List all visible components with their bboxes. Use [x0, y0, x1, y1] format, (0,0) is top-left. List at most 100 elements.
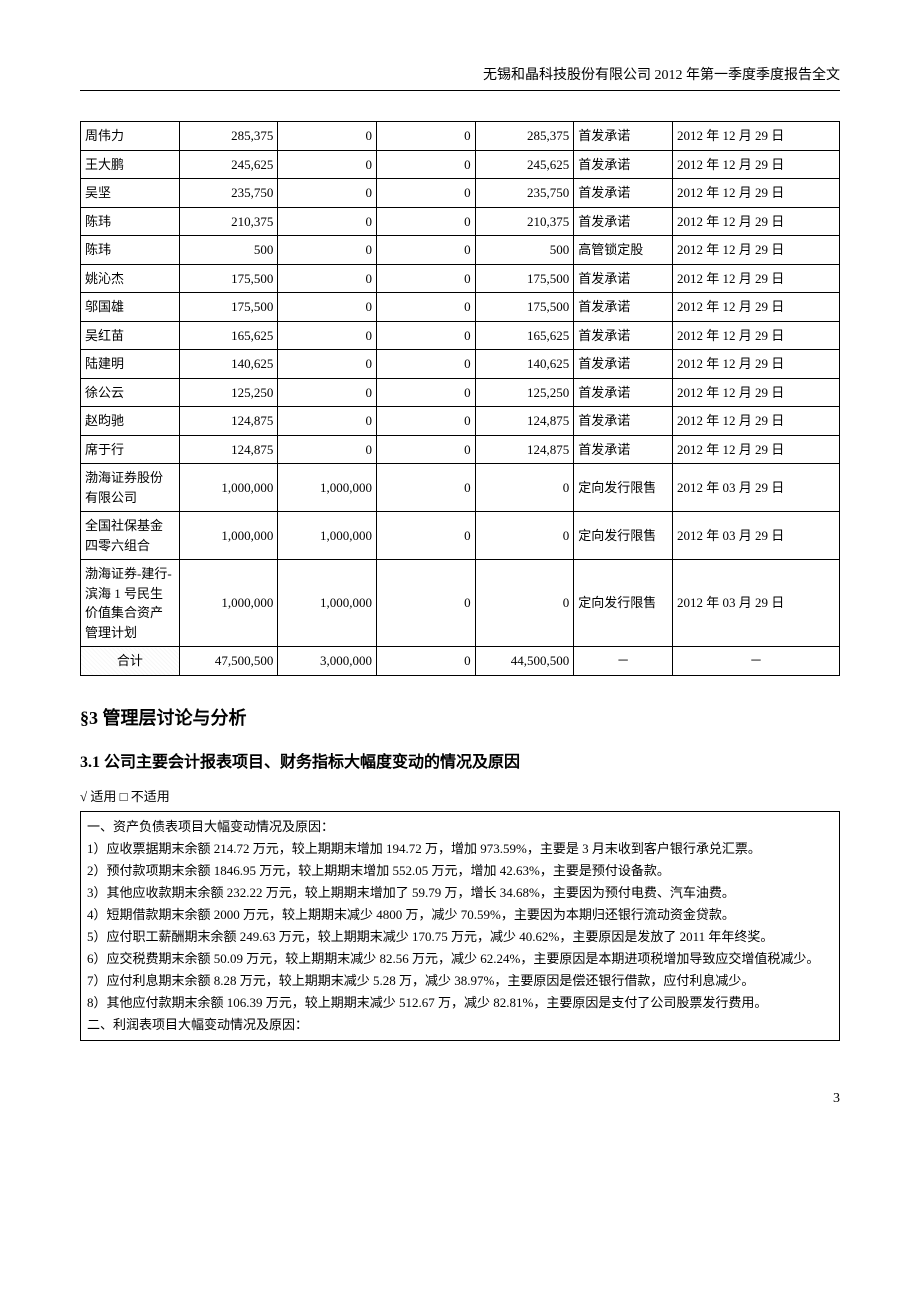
cell-c1: 285,375 [179, 122, 278, 151]
cell-c2: 0 [278, 122, 377, 151]
cell-c2: 1,000,000 [278, 464, 377, 512]
cell-c4: 245,625 [475, 150, 574, 179]
cell-c4: 235,750 [475, 179, 574, 208]
cell-c3: 0 [376, 350, 475, 379]
cell-c4: 500 [475, 236, 574, 265]
cell-c4: 0 [475, 512, 574, 560]
analysis-line: 二、利润表项目大幅变动情况及原因： [87, 1014, 833, 1036]
cell-c4: 0 [475, 560, 574, 647]
cell-name: 陆建明 [81, 350, 180, 379]
table-row: 陈玮210,37500210,375首发承诺2012 年 12 月 29 日 [81, 207, 840, 236]
table-row: 渤海证券-建行-滨海 1 号民生价值集合资产管理计划1,000,0001,000… [81, 560, 840, 647]
cell-c4: 285,375 [475, 122, 574, 151]
cell-c2: 0 [278, 207, 377, 236]
cell-c1: 500 [179, 236, 278, 265]
cell-c3: 0 [376, 264, 475, 293]
cell-c2: 0 [278, 321, 377, 350]
cell-c3: 0 [376, 122, 475, 151]
cell-c3: 0 [376, 179, 475, 208]
cell-c2: 0 [278, 236, 377, 265]
cell-c3: 0 [376, 207, 475, 236]
cell-date: 2012 年 12 月 29 日 [672, 378, 839, 407]
cell-type: 首发承诺 [574, 207, 673, 236]
cell-name: 席于行 [81, 435, 180, 464]
cell-date: 2012 年 12 月 29 日 [672, 435, 839, 464]
cell-type: 首发承诺 [574, 293, 673, 322]
table-row: 渤海证券股份有限公司1,000,0001,000,00000定向发行限售2012… [81, 464, 840, 512]
cell-c1: 235,750 [179, 179, 278, 208]
cell-c3: 0 [376, 321, 475, 350]
cell-c4: 165,625 [475, 321, 574, 350]
cell-c3: 0 [376, 435, 475, 464]
cell-c3: 0 [376, 293, 475, 322]
cell-c2: 0 [278, 435, 377, 464]
cell-c3: 0 [376, 464, 475, 512]
cell-date: 2012 年 12 月 29 日 [672, 407, 839, 436]
cell-date: 2012 年 12 月 29 日 [672, 236, 839, 265]
cell-c1: 245,625 [179, 150, 278, 179]
cell-total-c2: 3,000,000 [278, 647, 377, 676]
cell-c1: 1,000,000 [179, 464, 278, 512]
cell-c1: 124,875 [179, 435, 278, 464]
cell-c2: 0 [278, 350, 377, 379]
cell-name: 全国社保基金四零六组合 [81, 512, 180, 560]
cell-name: 渤海证券-建行-滨海 1 号民生价值集合资产管理计划 [81, 560, 180, 647]
cell-name: 周伟力 [81, 122, 180, 151]
analysis-line: 8）其他应付款期末余额 106.39 万元，较上期期末减少 512.67 万，减… [87, 992, 833, 1014]
cell-date: 2012 年 03 月 29 日 [672, 512, 839, 560]
cell-type: 首发承诺 [574, 122, 673, 151]
cell-type: 首发承诺 [574, 378, 673, 407]
table-row: 姚沁杰175,50000175,500首发承诺2012 年 12 月 29 日 [81, 264, 840, 293]
cell-c2: 0 [278, 264, 377, 293]
cell-c2: 0 [278, 150, 377, 179]
cell-name: 吴坚 [81, 179, 180, 208]
analysis-line: 2）预付款项期末余额 1846.95 万元，较上期期末增加 552.05 万元，… [87, 860, 833, 882]
cell-type: 首发承诺 [574, 179, 673, 208]
analysis-line: 3）其他应收款期末余额 232.22 万元，较上期期末增加了 59.79 万，增… [87, 882, 833, 904]
cell-c4: 125,250 [475, 378, 574, 407]
cell-date: 2012 年 12 月 29 日 [672, 321, 839, 350]
cell-c4: 175,500 [475, 293, 574, 322]
table-row: 吴坚235,75000235,750首发承诺2012 年 12 月 29 日 [81, 179, 840, 208]
cell-c2: 0 [278, 407, 377, 436]
cell-c3: 0 [376, 150, 475, 179]
analysis-line: 6）应交税费期末余额 50.09 万元，较上期期末减少 82.56 万元，减少 … [87, 948, 833, 970]
analysis-line: 5）应付职工薪酬期末余额 249.63 万元，较上期期末减少 170.75 万元… [87, 926, 833, 948]
cell-total-c3: 0 [376, 647, 475, 676]
cell-c4: 124,875 [475, 407, 574, 436]
cell-name: 陈玮 [81, 207, 180, 236]
page-header: 无锡和晶科技股份有限公司 2012 年第一季度季度报告全文 [80, 64, 840, 91]
table-total-row: 合计47,500,5003,000,000044,500,500－－ [81, 647, 840, 676]
table-row: 赵昀驰124,87500124,875首发承诺2012 年 12 月 29 日 [81, 407, 840, 436]
cell-type: 首发承诺 [574, 321, 673, 350]
analysis-text-box: 一、资产负债表项目大幅变动情况及原因：1）应收票据期末余额 214.72 万元，… [80, 811, 840, 1042]
cell-c1: 125,250 [179, 378, 278, 407]
table-row: 陆建明140,62500140,625首发承诺2012 年 12 月 29 日 [81, 350, 840, 379]
cell-name: 徐公云 [81, 378, 180, 407]
cell-type: 首发承诺 [574, 264, 673, 293]
cell-c1: 210,375 [179, 207, 278, 236]
cell-name: 吴红苗 [81, 321, 180, 350]
cell-total-type: － [574, 647, 673, 676]
cell-type: 定向发行限售 [574, 464, 673, 512]
table-row: 吴红苗165,62500165,625首发承诺2012 年 12 月 29 日 [81, 321, 840, 350]
table-row: 徐公云125,25000125,250首发承诺2012 年 12 月 29 日 [81, 378, 840, 407]
cell-c1: 124,875 [179, 407, 278, 436]
cell-date: 2012 年 03 月 29 日 [672, 560, 839, 647]
table-row: 邬国雄175,50000175,500首发承诺2012 年 12 月 29 日 [81, 293, 840, 322]
table-row: 周伟力285,37500285,375首发承诺2012 年 12 月 29 日 [81, 122, 840, 151]
cell-date: 2012 年 12 月 29 日 [672, 122, 839, 151]
analysis-line: 1）应收票据期末余额 214.72 万元，较上期期末增加 194.72 万，增加… [87, 838, 833, 860]
cell-date: 2012 年 12 月 29 日 [672, 293, 839, 322]
cell-c4: 210,375 [475, 207, 574, 236]
cell-c1: 1,000,000 [179, 512, 278, 560]
table-row: 席于行124,87500124,875首发承诺2012 年 12 月 29 日 [81, 435, 840, 464]
table-row: 王大鹏245,62500245,625首发承诺2012 年 12 月 29 日 [81, 150, 840, 179]
cell-type: 首发承诺 [574, 435, 673, 464]
cell-c3: 0 [376, 236, 475, 265]
cell-c2: 1,000,000 [278, 560, 377, 647]
cell-name: 王大鹏 [81, 150, 180, 179]
cell-type: 定向发行限售 [574, 512, 673, 560]
cell-name: 陈玮 [81, 236, 180, 265]
cell-c4: 124,875 [475, 435, 574, 464]
